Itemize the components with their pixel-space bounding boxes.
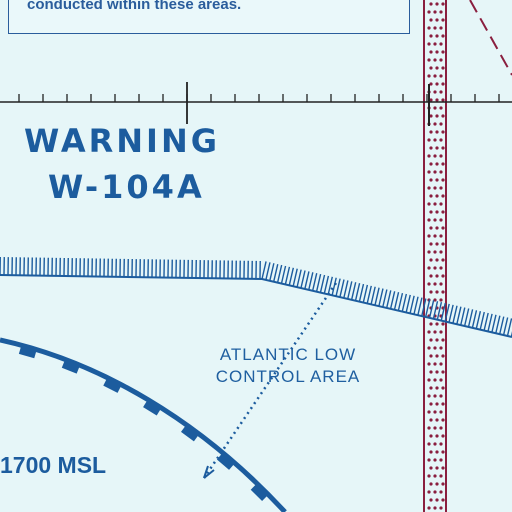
warning-area-name: WARNING (24, 122, 220, 160)
airspace-arc (0, 337, 287, 512)
control-area-boundary (0, 256, 512, 338)
control-area-label-line1: ATLANTIC LOW (219, 345, 357, 364)
tick-scale (0, 82, 512, 126)
notice-text: conducted within these areas. (27, 0, 242, 13)
control-area-label-line2: CONTROL AREA (215, 367, 361, 386)
leader-arrow (203, 465, 215, 479)
dotted-boundary-band (423, 0, 447, 512)
warning-area-id: W-104A (48, 168, 205, 206)
altitude-label: 1700 MSL (0, 452, 107, 478)
notice-box: conducted within these areas. (8, 0, 410, 34)
dashed-boundary-line (469, 0, 512, 76)
